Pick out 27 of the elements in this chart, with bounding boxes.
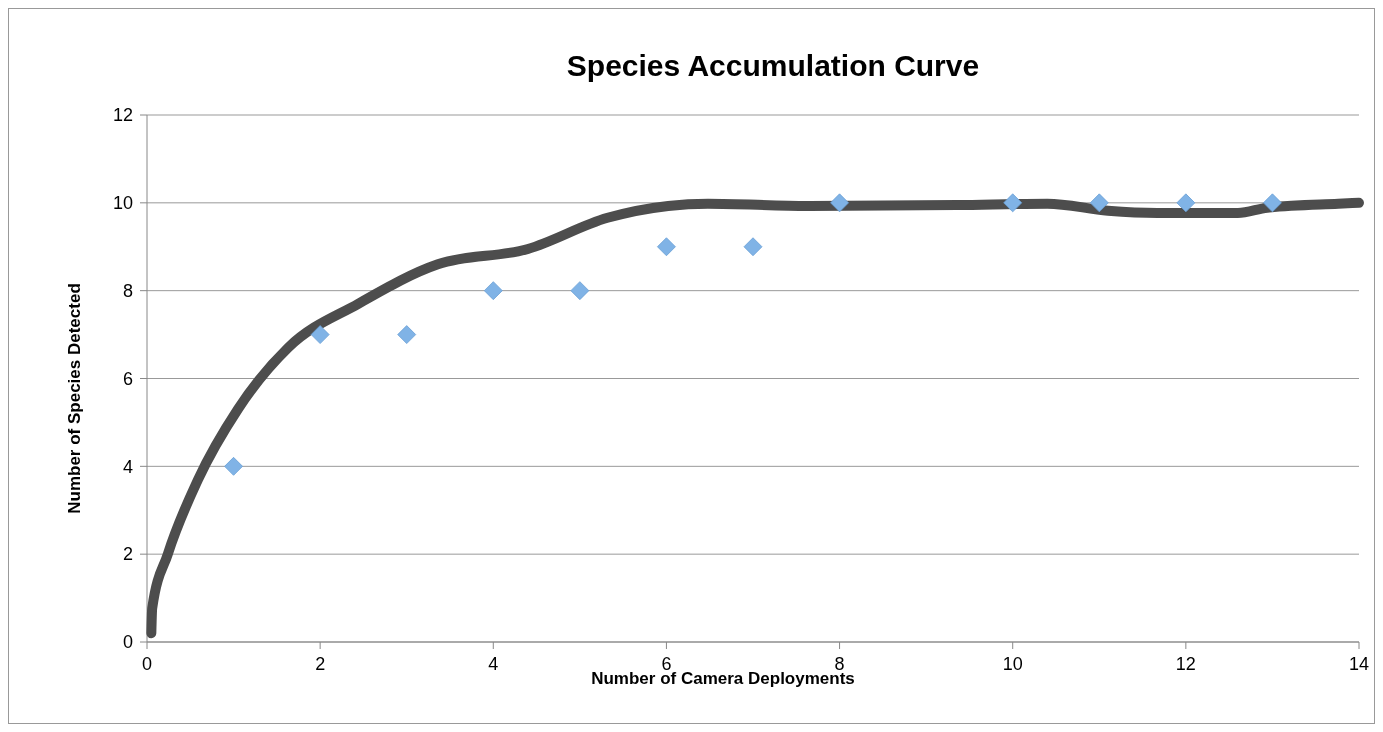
point (830, 193, 849, 213)
y-tick-label: 8 (122, 280, 133, 301)
y-axis-title: Number of Species Detected (65, 283, 84, 514)
point (1176, 193, 1196, 213)
point (570, 281, 590, 301)
x-tick-label: 2 (315, 654, 326, 674)
x-tick-label: 4 (488, 654, 499, 674)
point (657, 237, 676, 257)
point (483, 281, 503, 301)
point (397, 325, 417, 344)
y-tick-label: 12 (112, 105, 133, 126)
x-tick-label: 10 (1002, 654, 1023, 674)
y-tick-label: 4 (122, 456, 133, 477)
point (310, 325, 330, 344)
point (224, 456, 243, 476)
x-tick-label: 0 (141, 654, 153, 674)
y-tick-label: 2 (122, 544, 133, 565)
y-tick-label: 10 (112, 193, 133, 214)
point (1003, 193, 1023, 213)
x-tick-label: 14 (1348, 654, 1370, 674)
x-tick-label: 12 (1175, 654, 1196, 674)
point (743, 237, 763, 257)
point (1263, 193, 1282, 213)
chart-title: Species Accumulation Curve (566, 49, 980, 82)
y-tick-label: 6 (122, 368, 133, 389)
y-tick-label: 0 (122, 632, 133, 653)
point (1089, 193, 1109, 213)
